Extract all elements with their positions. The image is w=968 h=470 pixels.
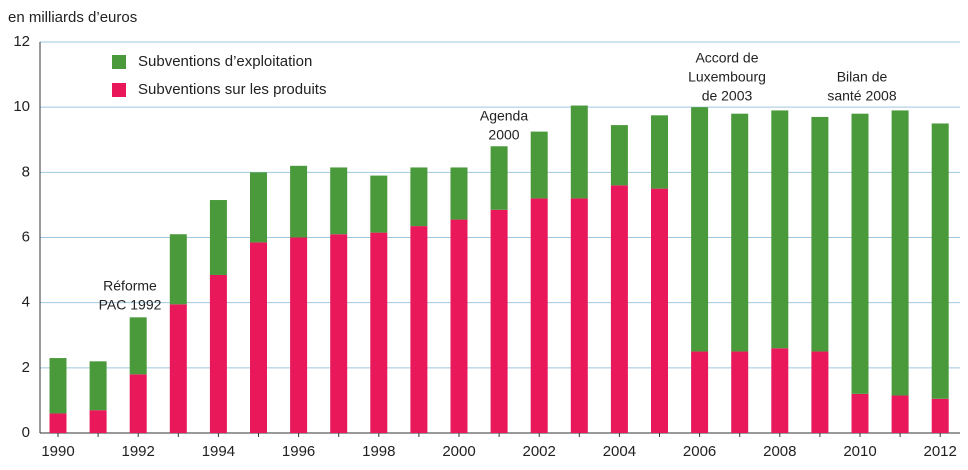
bar-segment <box>490 209 508 433</box>
y-tick-label: 6 <box>22 228 30 245</box>
bar-segment <box>49 413 67 433</box>
bar-segment <box>450 219 468 433</box>
bar-segment <box>209 274 227 433</box>
bar-segment <box>370 232 388 433</box>
bar-segment <box>330 167 348 235</box>
bar-segment <box>771 348 789 433</box>
x-tick-label: 1994 <box>202 443 235 460</box>
legend-label: Subventions sur les produits <box>138 81 326 98</box>
x-tick-label: 2000 <box>442 443 475 460</box>
annotation: PAC 1992 <box>99 297 162 313</box>
bar-segment <box>169 304 187 433</box>
bar-segment <box>169 234 187 305</box>
bar-segment <box>250 172 267 243</box>
bar-segment <box>610 185 628 433</box>
y-tick-label: 0 <box>22 424 30 441</box>
bar-segment <box>290 237 308 433</box>
x-tick-label: 2010 <box>843 443 876 460</box>
bar-segment <box>129 317 147 375</box>
bar-segment <box>851 113 869 394</box>
y-tick-label: 10 <box>13 98 30 115</box>
x-tick-label: 1992 <box>122 443 155 460</box>
bar-segment <box>410 226 428 433</box>
x-tick-label: 2004 <box>603 443 636 460</box>
x-tick-label: 2008 <box>763 443 796 460</box>
y-tick-label: 2 <box>22 359 30 376</box>
x-tick-label: 2006 <box>683 443 716 460</box>
legend-swatch <box>112 83 126 97</box>
bar-segment <box>651 188 668 433</box>
y-tick-label: 8 <box>22 163 30 180</box>
x-tick-label: 1990 <box>41 443 74 460</box>
bar-segment <box>330 234 348 433</box>
bar-segment <box>691 107 709 352</box>
x-tick-label: 2002 <box>523 443 556 460</box>
bar-segment <box>570 198 588 433</box>
bar-segment <box>570 105 588 199</box>
annotation: santé 2008 <box>827 88 896 104</box>
legend-swatch <box>112 55 126 69</box>
bar-segment <box>651 115 668 189</box>
bar-segment <box>530 131 548 199</box>
annotation: de 2003 <box>702 88 753 104</box>
bar-segment <box>290 165 308 238</box>
bar-segment <box>811 351 829 433</box>
bar-segment <box>530 198 548 433</box>
bar-segment <box>731 351 749 433</box>
bar-segment <box>89 410 107 433</box>
bar-segment <box>209 200 227 275</box>
bar-segment <box>691 351 709 433</box>
bar-segment <box>49 358 67 414</box>
bar-segment <box>450 167 468 220</box>
legend-label: Subventions d’exploitation <box>138 53 312 70</box>
x-tick-label: 1996 <box>282 443 315 460</box>
bar-segment <box>410 167 428 227</box>
bar-segment <box>129 374 147 433</box>
bar-segment <box>811 116 829 352</box>
x-tick-label: 2012 <box>924 443 957 460</box>
bar-segment <box>891 110 909 396</box>
bar-segment <box>250 242 267 433</box>
annotation: Luxembourg <box>688 69 766 85</box>
bar-segment <box>931 123 949 399</box>
bar-segment <box>731 113 749 352</box>
bar-segment <box>370 175 388 233</box>
annotation: Agenda <box>480 108 528 124</box>
bar-segment <box>851 393 869 433</box>
bar-segment <box>931 398 949 433</box>
bar-segment <box>891 395 909 433</box>
y-tick-label: 4 <box>22 294 30 311</box>
annotation: 2000 <box>488 127 519 143</box>
y-tick-label: 12 <box>13 33 30 50</box>
annotation: Accord de <box>695 50 758 66</box>
bar-segment <box>89 361 107 411</box>
annotation: Bilan de <box>837 69 888 85</box>
bar-segment <box>490 146 508 210</box>
bar-segment <box>771 110 789 349</box>
annotation: Réforme <box>103 278 157 294</box>
bar-segment <box>610 125 628 186</box>
y-axis-label: en milliards d’euros <box>8 9 137 26</box>
x-tick-label: 1998 <box>362 443 395 460</box>
